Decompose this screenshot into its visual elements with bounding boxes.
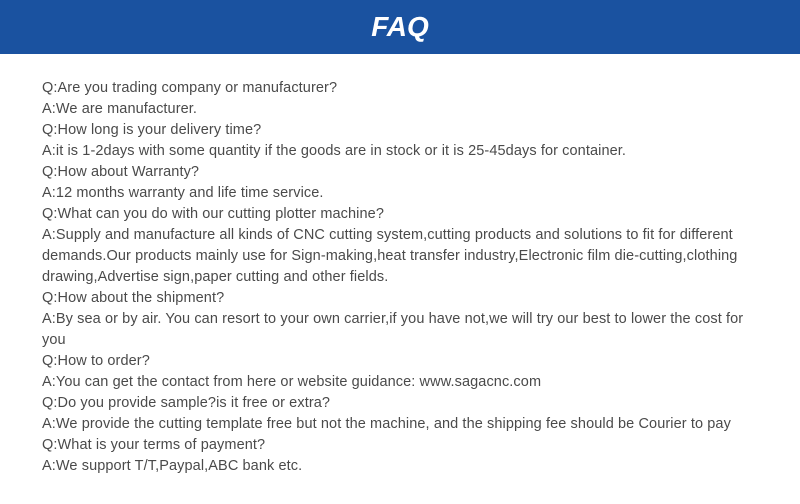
faq-line: Q:Are you trading company or manufacture… bbox=[42, 78, 758, 99]
faq-line: A:Supply and manufacture all kinds of CN… bbox=[42, 225, 758, 288]
faq-line: Q:How to order? bbox=[42, 351, 758, 372]
faq-title: FAQ bbox=[371, 11, 429, 43]
faq-line: A:We are manufacturer. bbox=[42, 99, 758, 120]
faq-header: FAQ bbox=[0, 0, 800, 54]
faq-line: Q:What is your terms of payment? bbox=[42, 435, 758, 456]
faq-line: A:it is 1-2days with some quantity if th… bbox=[42, 141, 758, 162]
faq-content: Q:Are you trading company or manufacture… bbox=[0, 54, 800, 477]
faq-line: Q:Do you provide sample?is it free or ex… bbox=[42, 393, 758, 414]
faq-line: Q:How about Warranty? bbox=[42, 162, 758, 183]
faq-line: A:12 months warranty and life time servi… bbox=[42, 183, 758, 204]
faq-line: A:We support T/T,Paypal,ABC bank etc. bbox=[42, 456, 758, 477]
faq-line: Q:How long is your delivery time? bbox=[42, 120, 758, 141]
faq-line: Q:What can you do with our cutting plott… bbox=[42, 204, 758, 225]
faq-line: A:You can get the contact from here or w… bbox=[42, 372, 758, 393]
faq-line: A:By sea or by air. You can resort to yo… bbox=[42, 309, 758, 351]
faq-line: Q:How about the shipment? bbox=[42, 288, 758, 309]
faq-line: A:We provide the cutting template free b… bbox=[42, 414, 758, 435]
